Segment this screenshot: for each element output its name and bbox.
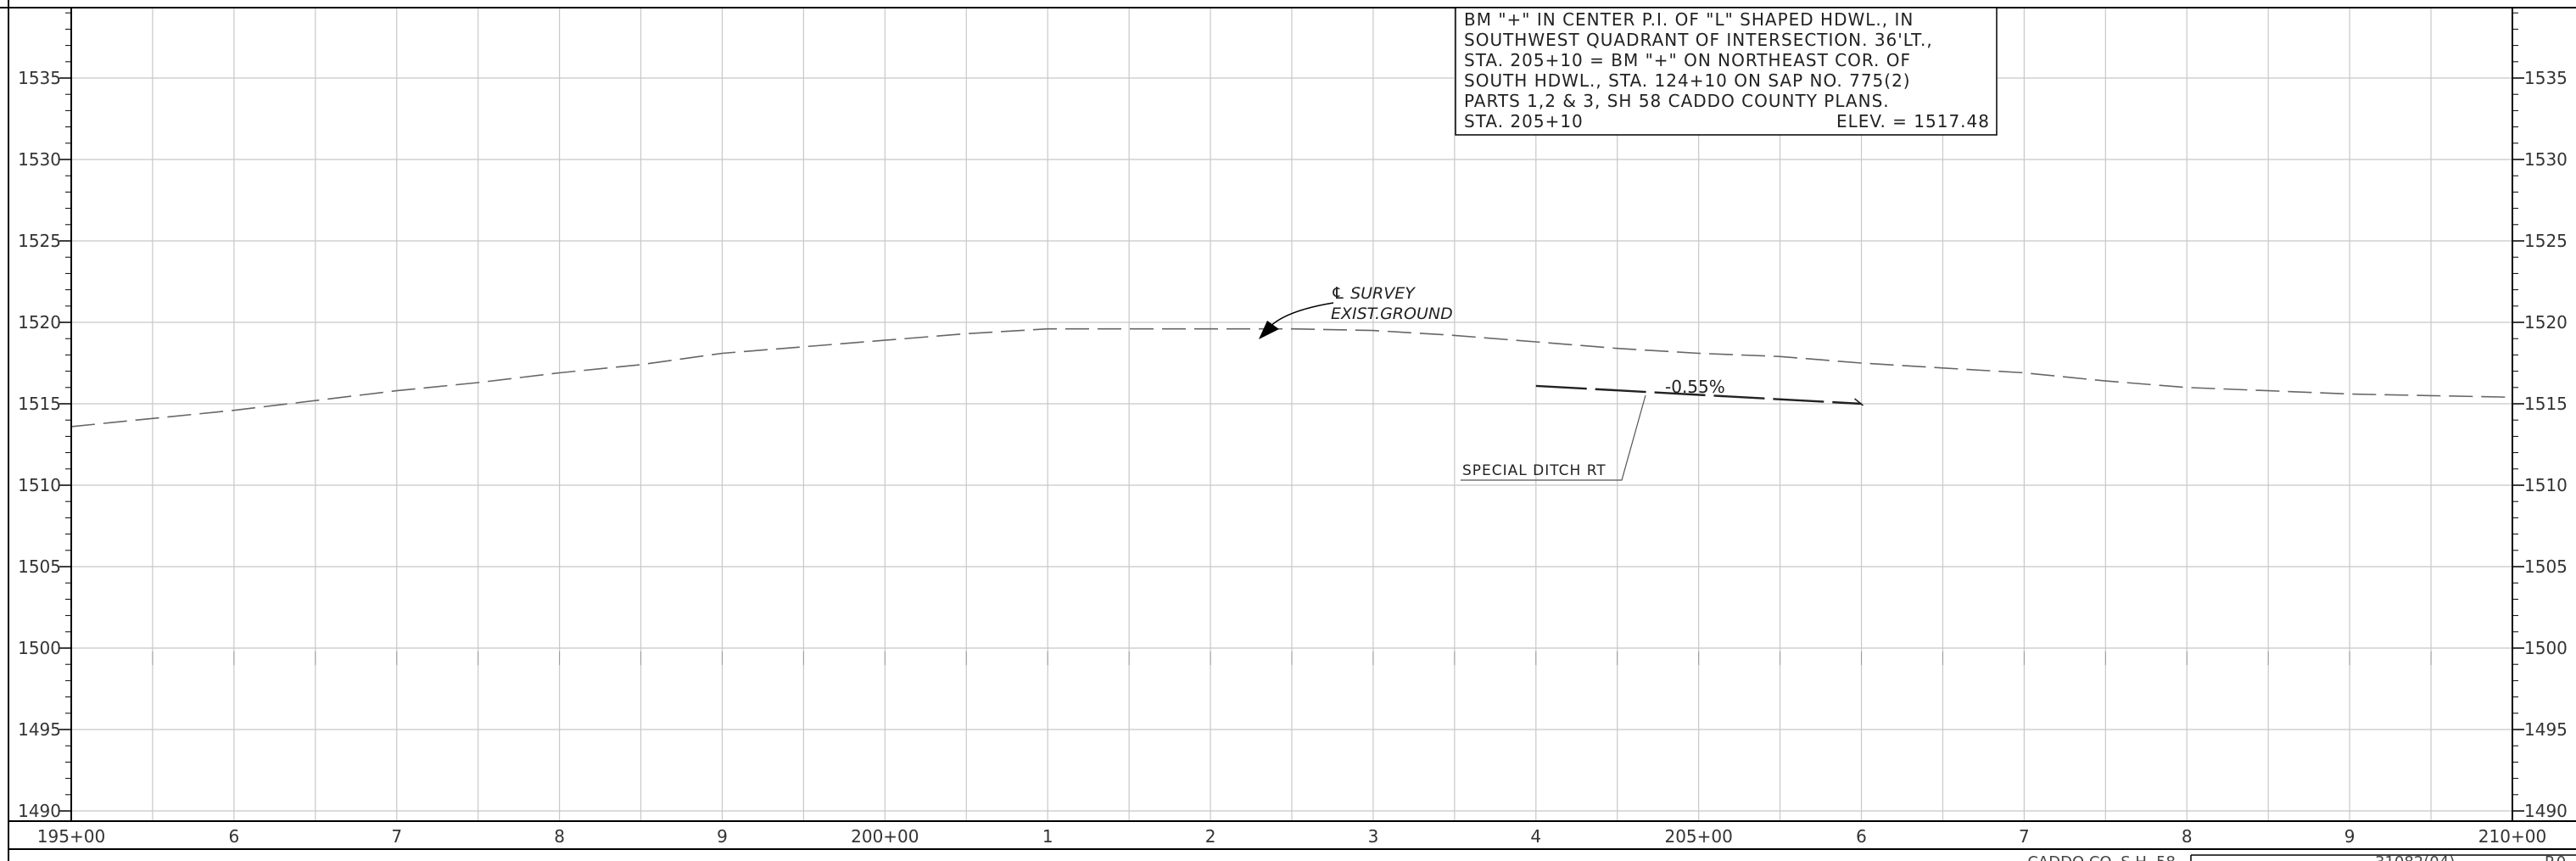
x-tick-label: 205+00 <box>1664 826 1732 847</box>
ditch-callout: SPECIAL DITCH RT <box>1461 394 1646 481</box>
special-ditch-grade-line <box>1535 384 1862 405</box>
y-tick-label-right: 1510 <box>2524 475 2568 495</box>
y-tick-label-right: 1495 <box>2524 719 2568 740</box>
y-tick-label-left: 1520 <box>18 312 61 333</box>
benchmark-note: BM "+" IN CENTER P.I. OF "L" SHAPED HDWL… <box>1455 7 1998 136</box>
y-tick-label-left: 1510 <box>18 475 61 495</box>
survey-arrowhead <box>1259 321 1279 339</box>
y-tick-label-right: 1500 <box>2524 638 2568 658</box>
x-tick-label: 8 <box>554 826 565 847</box>
benchmark-line-2: SOUTHWEST QUADRANT OF INTERSECTION. 36'L… <box>1464 30 1933 50</box>
y-tick-label-left: 1515 <box>18 394 61 414</box>
ditch-leader-line <box>1461 394 1646 481</box>
grid <box>70 8 2513 821</box>
survey-label: ℄ SURVEY <box>1331 284 1416 303</box>
x-tick-label: 4 <box>1530 826 1541 847</box>
y-tick-label-left: 1535 <box>18 68 61 88</box>
x-tick-labels: 195+00 6 7 8 9 200+00 1 2 3 4 205+00 6 7 8 9 210+00 <box>37 826 2546 847</box>
benchmark-line-1: BM "+" IN CENTER P.I. OF "L" SHAPED HDWL… <box>1464 9 1914 30</box>
benchmark-line-5: PARTS 1,2 & 3, SH 58 CADDO COUNTY PLANS. <box>1464 91 1890 111</box>
x-tick-label: 1 <box>1042 826 1053 847</box>
x-tick-label: 8 <box>2182 826 2193 847</box>
footer-page: P.0 <box>2545 853 2566 861</box>
exist-ground-label: EXIST.GROUND <box>1331 305 1453 323</box>
y-tick-label-right: 1490 <box>2524 801 2568 821</box>
y-tick-label-left: 1525 <box>18 231 61 251</box>
benchmark-line-3: STA. 205+10 = BM "+" ON NORTHEAST COR. O… <box>1464 50 1911 70</box>
ditch-label: SPECIAL DITCH RT <box>1462 462 1607 479</box>
survey-annotation: ℄ SURVEY EXIST.GROUND <box>1259 284 1453 339</box>
tick-marks <box>59 12 2524 812</box>
x-tick-label: 2 <box>1205 826 1216 847</box>
grade-end-tick <box>1854 398 1864 406</box>
y-tick-label-right: 1530 <box>2524 149 2568 170</box>
y-tick-label-left: 1490 <box>18 801 61 821</box>
benchmark-elevation: ELEV. = 1517.48 <box>1836 111 1990 131</box>
grade-label: -0.55% <box>1665 377 1725 397</box>
benchmark-line-4: SOUTH HDWL., STA. 124+10 ON SAP NO. 775(… <box>1464 70 1911 91</box>
y-tick-label-left: 1530 <box>18 149 61 170</box>
benchmark-box <box>1455 7 1998 136</box>
footer-sheet-ref: 31082(04) <box>2375 853 2455 861</box>
x-tick-label: 210+00 <box>2478 826 2546 847</box>
footer-block: CADDO CO. S.H. 58 31082(04) P.0 <box>2027 853 2576 861</box>
x-tick-label: 7 <box>391 826 402 847</box>
footer-project: CADDO CO. S.H. 58 <box>2027 853 2176 861</box>
benchmark-station: STA. 205+10 <box>1464 111 1584 131</box>
y-tick-label-right: 1505 <box>2524 556 2568 577</box>
x-tick-label: 7 <box>2019 826 2030 847</box>
y-tick-label-right: 1525 <box>2524 231 2568 251</box>
y-tick-label-left: 1505 <box>18 556 61 577</box>
x-tick-label: 9 <box>2344 826 2355 847</box>
x-tick-label: 200+00 <box>851 826 919 847</box>
x-tick-label: 195+00 <box>37 826 105 847</box>
y-tick-label-left: 1495 <box>18 719 61 740</box>
x-tick-label: 6 <box>1856 826 1867 847</box>
y-tick-label-left: 1500 <box>18 638 61 658</box>
y-tick-label-right: 1535 <box>2524 68 2568 88</box>
y-tick-labels: 1490 1490 1495 1495 1500 1500 1505 1505 1510 1510… <box>18 68 2568 821</box>
x-tick-label: 9 <box>717 826 728 847</box>
y-tick-label-right: 1515 <box>2524 394 2568 414</box>
y-tick-label-right: 1520 <box>2524 312 2568 333</box>
x-tick-label: 3 <box>1368 826 1379 847</box>
x-tick-label: 6 <box>228 826 239 847</box>
